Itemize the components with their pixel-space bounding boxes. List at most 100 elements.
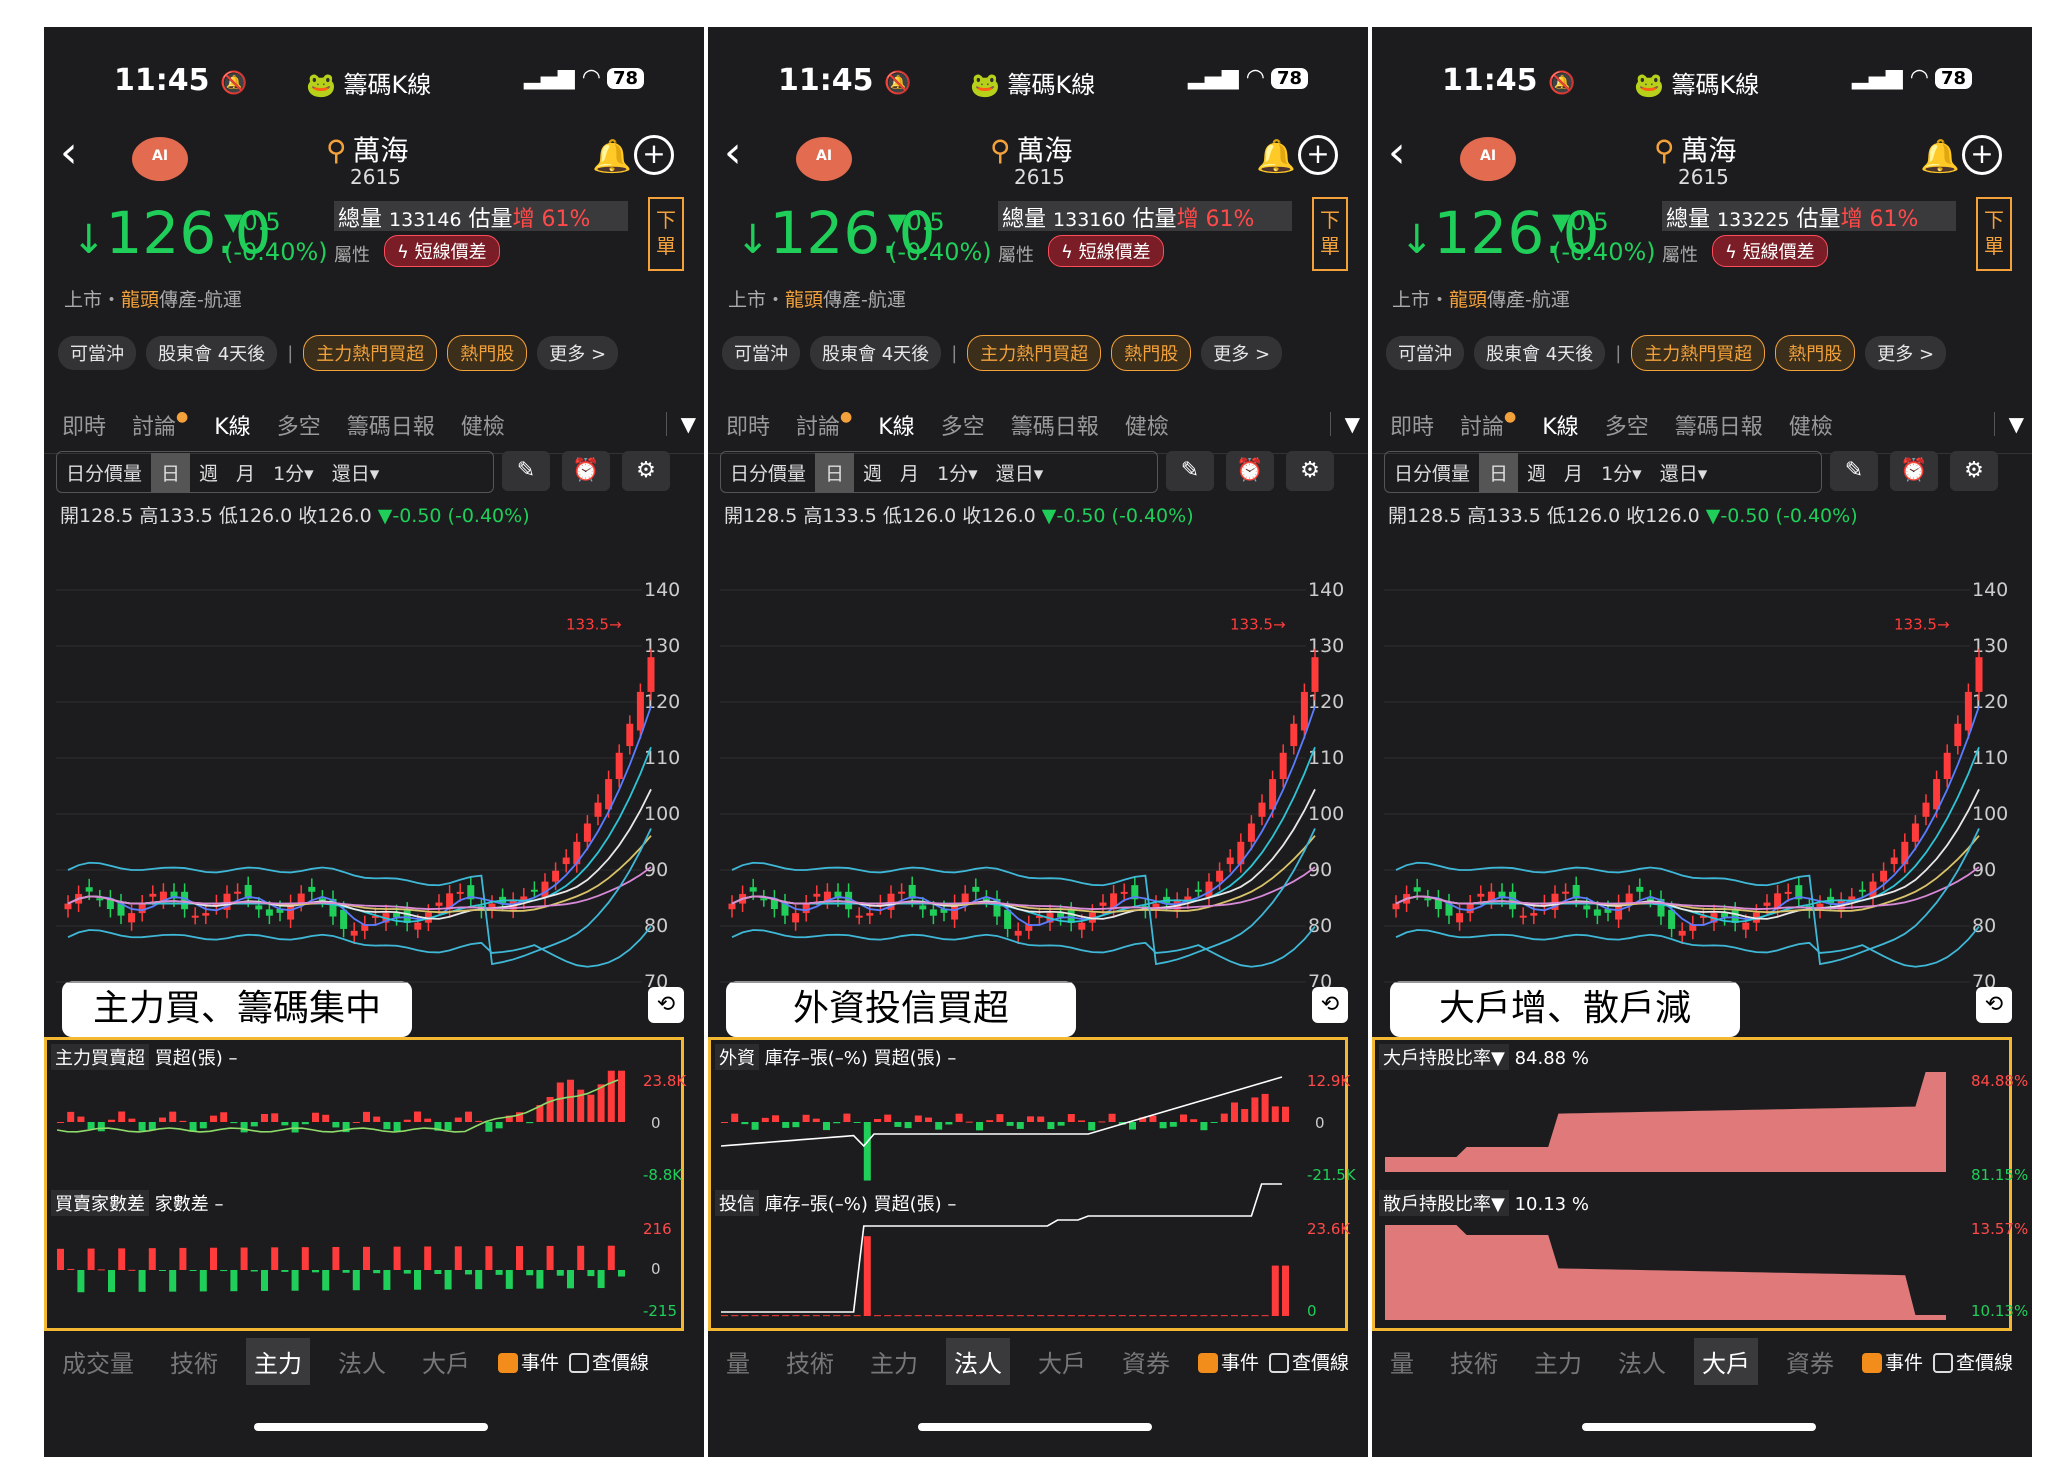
event-checkbox[interactable]: 事件	[1198, 1348, 1259, 1375]
bottom-tab[interactable]: 大戶	[422, 1349, 470, 1378]
bell-icon[interactable]: 🔔	[1256, 137, 1296, 175]
tab[interactable]: 多空	[276, 415, 321, 440]
control-option[interactable]: 週	[863, 462, 883, 485]
control-option[interactable]: 1分▾	[1601, 462, 1642, 485]
tab[interactable]: 討論●	[132, 409, 189, 440]
chip[interactable]: 股東會 4天後	[1474, 336, 1606, 370]
attr-badge[interactable]: ϟ 短線價差	[384, 235, 500, 267]
control-option[interactable]: 日	[815, 452, 855, 492]
bottom-tab[interactable]: 量	[1390, 1349, 1414, 1378]
bottom-indicator-select[interactable]: 買賣家數差 家數差 –	[51, 1190, 223, 1216]
bottom-tab[interactable]: 法人	[1618, 1349, 1666, 1378]
chip[interactable]: 熱門股	[1775, 335, 1856, 371]
chip[interactable]: 可當沖	[722, 336, 800, 370]
order-button[interactable]: 下單	[1976, 197, 2012, 271]
chip[interactable]: 主力熱門買超	[1631, 335, 1766, 371]
bottom-tab[interactable]: 技術	[1450, 1349, 1498, 1378]
control-option[interactable]: 還日▾	[995, 462, 1044, 485]
rotate-icon[interactable]: ⟲	[1976, 987, 2012, 1023]
plus-circle-icon[interactable]: +	[1298, 135, 1338, 175]
control-option[interactable]: 1分▾	[273, 462, 314, 485]
bottom-tab[interactable]: 資券	[1786, 1349, 1834, 1378]
tab[interactable]: 健檢	[1124, 415, 1169, 440]
pen-icon[interactable]: ✎	[1830, 451, 1878, 491]
bottom-tab[interactable]: 技術	[786, 1349, 834, 1378]
ai-avatar[interactable]: AI	[132, 137, 188, 181]
gear-icon[interactable]: ⚙	[1950, 451, 1998, 491]
tab[interactable]: 討論●	[1460, 409, 1517, 440]
event-checkbox[interactable]: 事件	[498, 1348, 559, 1375]
attr-badge[interactable]: ϟ 短線價差	[1712, 235, 1828, 267]
bottom-tab[interactable]: 大戶	[1694, 1337, 1758, 1385]
control-option[interactable]: 日分價量	[1394, 462, 1471, 485]
top-indicator-select[interactable]: 主力買賣超 買超(張) –	[51, 1044, 238, 1070]
tab[interactable]: 籌碼日報	[346, 415, 435, 440]
tab[interactable]: 籌碼日報	[1674, 415, 1763, 440]
chip[interactable]: 主力熱門買超	[303, 335, 438, 371]
back-icon[interactable]: ‹	[60, 127, 78, 178]
order-button[interactable]: 下單	[1312, 197, 1348, 271]
bell-icon[interactable]: 🔔	[1920, 137, 1960, 175]
chip[interactable]: 可當沖	[1386, 336, 1464, 370]
bottom-indicator-select[interactable]: 散戶持股比率▼ 10.13 %	[1379, 1190, 1589, 1216]
top-indicator-select[interactable]: 外資 庫存–張(–%) 買超(張) –	[715, 1044, 956, 1070]
event-checkbox[interactable]: 事件	[1862, 1348, 1923, 1375]
chevron-down-icon[interactable]: ▼	[665, 412, 696, 436]
alarm-icon[interactable]: ⏰	[1890, 451, 1938, 491]
gear-icon[interactable]: ⚙	[1286, 451, 1334, 491]
tab[interactable]: 多空	[1604, 415, 1649, 440]
ai-avatar[interactable]: AI	[796, 137, 852, 181]
tab[interactable]: 多空	[940, 415, 985, 440]
stock-search[interactable]: ⚲ 萬海	[990, 129, 1073, 169]
stock-search[interactable]: ⚲ 萬海	[326, 129, 409, 169]
chevron-down-icon[interactable]: ▼	[1993, 412, 2024, 436]
tab[interactable]: 即時	[1390, 415, 1435, 440]
bottom-tab[interactable]: 法人	[338, 1349, 386, 1378]
bottom-indicator-select[interactable]: 投信 庫存–張(–%) 買超(張) –	[715, 1190, 956, 1216]
control-option[interactable]: 月	[900, 462, 920, 485]
control-option[interactable]: 月	[236, 462, 256, 485]
chip[interactable]: 熱門股	[1111, 335, 1192, 371]
tab[interactable]: 健檢	[1788, 415, 1833, 440]
chip[interactable]: 主力熱門買超	[967, 335, 1102, 371]
tab[interactable]: K線	[1542, 415, 1579, 440]
rotate-icon[interactable]: ⟲	[1312, 987, 1348, 1023]
control-option[interactable]: 日	[151, 452, 191, 492]
chip[interactable]: 股東會 4天後	[810, 336, 942, 370]
tab[interactable]: 籌碼日報	[1010, 415, 1099, 440]
control-option[interactable]: 日分價量	[730, 462, 807, 485]
control-option[interactable]: 月	[1564, 462, 1584, 485]
pen-icon[interactable]: ✎	[1166, 451, 1214, 491]
price-line-checkbox[interactable]: 查價線	[1933, 1348, 2013, 1375]
chevron-down-icon[interactable]: ▼	[1329, 412, 1360, 436]
control-option[interactable]: 1分▾	[937, 462, 978, 485]
control-option[interactable]: 週	[1527, 462, 1547, 485]
ai-avatar[interactable]: AI	[1460, 137, 1516, 181]
bell-icon[interactable]: 🔔	[592, 137, 632, 175]
stock-search[interactable]: ⚲ 萬海	[1654, 129, 1737, 169]
bottom-tab[interactable]: 主力	[246, 1337, 310, 1385]
tab[interactable]: K線	[878, 415, 915, 440]
tab[interactable]: 健檢	[460, 415, 505, 440]
control-option[interactable]: 還日▾	[331, 462, 380, 485]
control-option[interactable]: 日	[1479, 452, 1519, 492]
chip[interactable]: 更多 >	[1201, 336, 1283, 370]
bottom-tab[interactable]: 量	[726, 1349, 750, 1378]
chip[interactable]: 熱門股	[447, 335, 528, 371]
bottom-tab[interactable]: 主力	[1534, 1349, 1582, 1378]
bottom-tab[interactable]: 成交量	[62, 1349, 134, 1378]
chip[interactable]: 更多 >	[537, 336, 619, 370]
tab[interactable]: 即時	[62, 415, 107, 440]
rotate-icon[interactable]: ⟲	[648, 987, 684, 1023]
top-indicator-select[interactable]: 大戶持股比率▼ 84.88 %	[1379, 1044, 1589, 1070]
tab[interactable]: 討論●	[796, 409, 853, 440]
price-line-checkbox[interactable]: 查價線	[1269, 1348, 1349, 1375]
chip[interactable]: 更多 >	[1865, 336, 1947, 370]
alarm-icon[interactable]: ⏰	[1226, 451, 1274, 491]
gear-icon[interactable]: ⚙	[622, 451, 670, 491]
bottom-tab[interactable]: 主力	[870, 1349, 918, 1378]
chip[interactable]: 可當沖	[58, 336, 136, 370]
control-option[interactable]: 日分價量	[66, 462, 143, 485]
tab[interactable]: 即時	[726, 415, 771, 440]
back-icon[interactable]: ‹	[724, 127, 742, 178]
